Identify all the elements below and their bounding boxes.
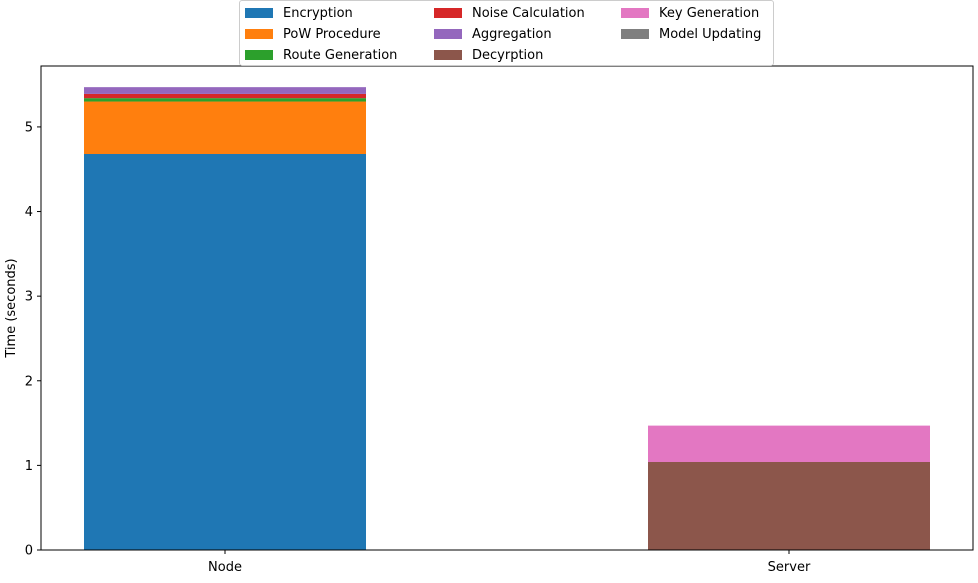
- x-tick-label-server: Server: [768, 560, 811, 575]
- legend-label: Route Generation: [283, 47, 398, 63]
- legend-item-route-generation: Route Generation: [245, 46, 397, 64]
- bar-node-noise-calculation: [84, 93, 366, 99]
- legend-swatch: [434, 29, 462, 39]
- legend-item-encryption: Encryption: [245, 4, 353, 22]
- bar-server-decyrption: [648, 462, 930, 550]
- y-axis-title: Time (seconds): [4, 258, 19, 358]
- legend-item-decyrption: Decyrption: [434, 46, 543, 64]
- bars-group: [84, 87, 930, 550]
- legend-item-pow-procedure: PoW Procedure: [245, 25, 381, 43]
- chart-legend: Encryption PoW Procedure Route Generation N…: [239, 0, 774, 66]
- bar-node-pow-procedure: [84, 101, 366, 154]
- y-tick-label: 3: [25, 290, 33, 305]
- legend-item-noise-calculation: Noise Calculation: [434, 4, 585, 22]
- x-axis: Node Server: [208, 550, 811, 575]
- bar-node-aggregation: [84, 87, 366, 94]
- bar-node-encryption: [84, 154, 366, 550]
- legend-swatch: [434, 8, 462, 18]
- plot-frame: [40, 65, 974, 551]
- y-tick-label: 0: [25, 544, 33, 559]
- legend-label: PoW Procedure: [283, 26, 381, 42]
- legend-swatch: [621, 29, 649, 39]
- legend-swatch: [621, 8, 649, 18]
- legend-item-key-generation: Key Generation: [621, 4, 759, 22]
- y-tick-label: 2: [25, 374, 33, 389]
- legend-label: Encryption: [283, 5, 353, 21]
- legend-swatch: [434, 50, 462, 60]
- y-tick-label: 1: [25, 459, 33, 474]
- legend-swatch: [245, 29, 273, 39]
- legend-label: Key Generation: [659, 5, 760, 21]
- y-tick-label: 5: [25, 120, 33, 135]
- y-axis: 0 1 2 3 4 5: [25, 120, 41, 559]
- legend-label: Model Updating: [659, 26, 762, 42]
- legend-label: Decyrption: [472, 47, 544, 63]
- legend-label: Noise Calculation: [472, 5, 585, 21]
- legend-item-model-updating: Model Updating: [621, 25, 761, 43]
- legend-item-aggregation: Aggregation: [434, 25, 552, 43]
- y-tick-label: 4: [25, 205, 33, 220]
- legend-swatch: [245, 8, 273, 18]
- x-tick-label-node: Node: [208, 560, 242, 575]
- legend-swatch: [245, 50, 273, 60]
- bar-node-route-generation: [84, 98, 366, 102]
- legend-label: Aggregation: [472, 26, 552, 42]
- bar-server-key-generation: [648, 425, 930, 462]
